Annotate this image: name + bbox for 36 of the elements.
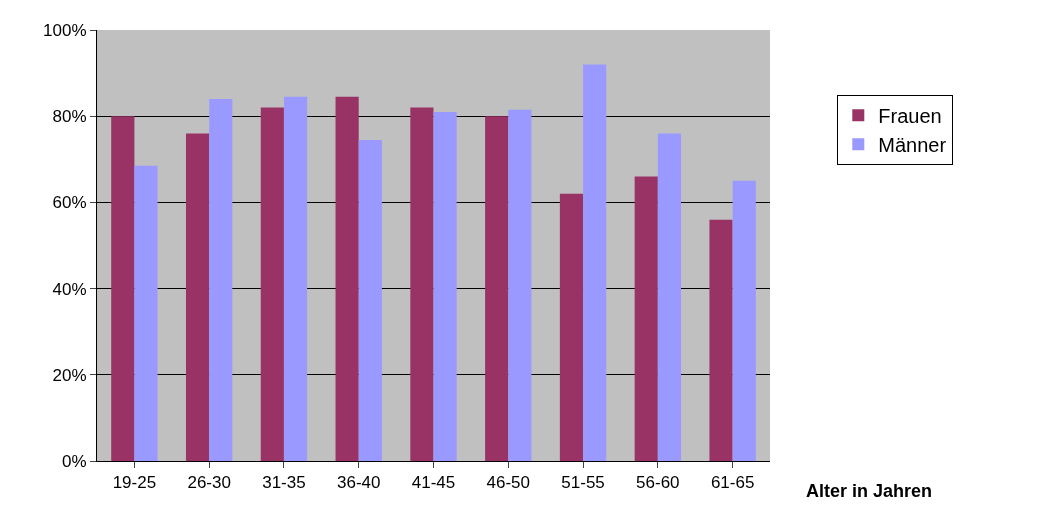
bar (335, 96, 359, 461)
y-tick-label: 60% (52, 193, 87, 213)
bar (508, 109, 532, 461)
y-tick-label: 100% (43, 20, 87, 40)
bar (410, 107, 434, 461)
y-tick-label: 80% (52, 107, 87, 127)
bar (185, 133, 210, 461)
bar (485, 116, 509, 461)
bar (260, 107, 284, 461)
x-tick-label: 61-65 (710, 473, 755, 493)
bar (433, 111, 457, 461)
x-tick-label: 26-30 (187, 473, 231, 493)
x-tick-label: 41-45 (411, 473, 456, 493)
legend-label: Frauen (878, 104, 942, 127)
x-tick-label: 31-35 (262, 473, 306, 493)
bar (209, 98, 233, 461)
bar (634, 176, 658, 461)
legend-label: Männer (878, 133, 947, 156)
x-tick-label: 56-60 (636, 473, 680, 493)
y-tick-label: 0% (62, 451, 87, 471)
bar (283, 96, 308, 461)
bar (358, 139, 382, 461)
y-tick-label: 20% (52, 365, 87, 385)
bar (134, 165, 158, 461)
bar (657, 133, 682, 461)
x-axis-title: Alter in Jahren (806, 481, 933, 501)
x-tick-label: 36-40 (336, 473, 381, 493)
x-tick-label: 19-25 (112, 473, 157, 493)
bar (583, 64, 607, 461)
bar (559, 193, 584, 461)
bar (111, 116, 135, 461)
x-tick-label: 51-55 (561, 473, 605, 493)
y-tick-label: 40% (52, 279, 87, 299)
bar (732, 180, 756, 461)
bar (709, 219, 733, 461)
x-tick-label: 46-50 (486, 473, 531, 493)
